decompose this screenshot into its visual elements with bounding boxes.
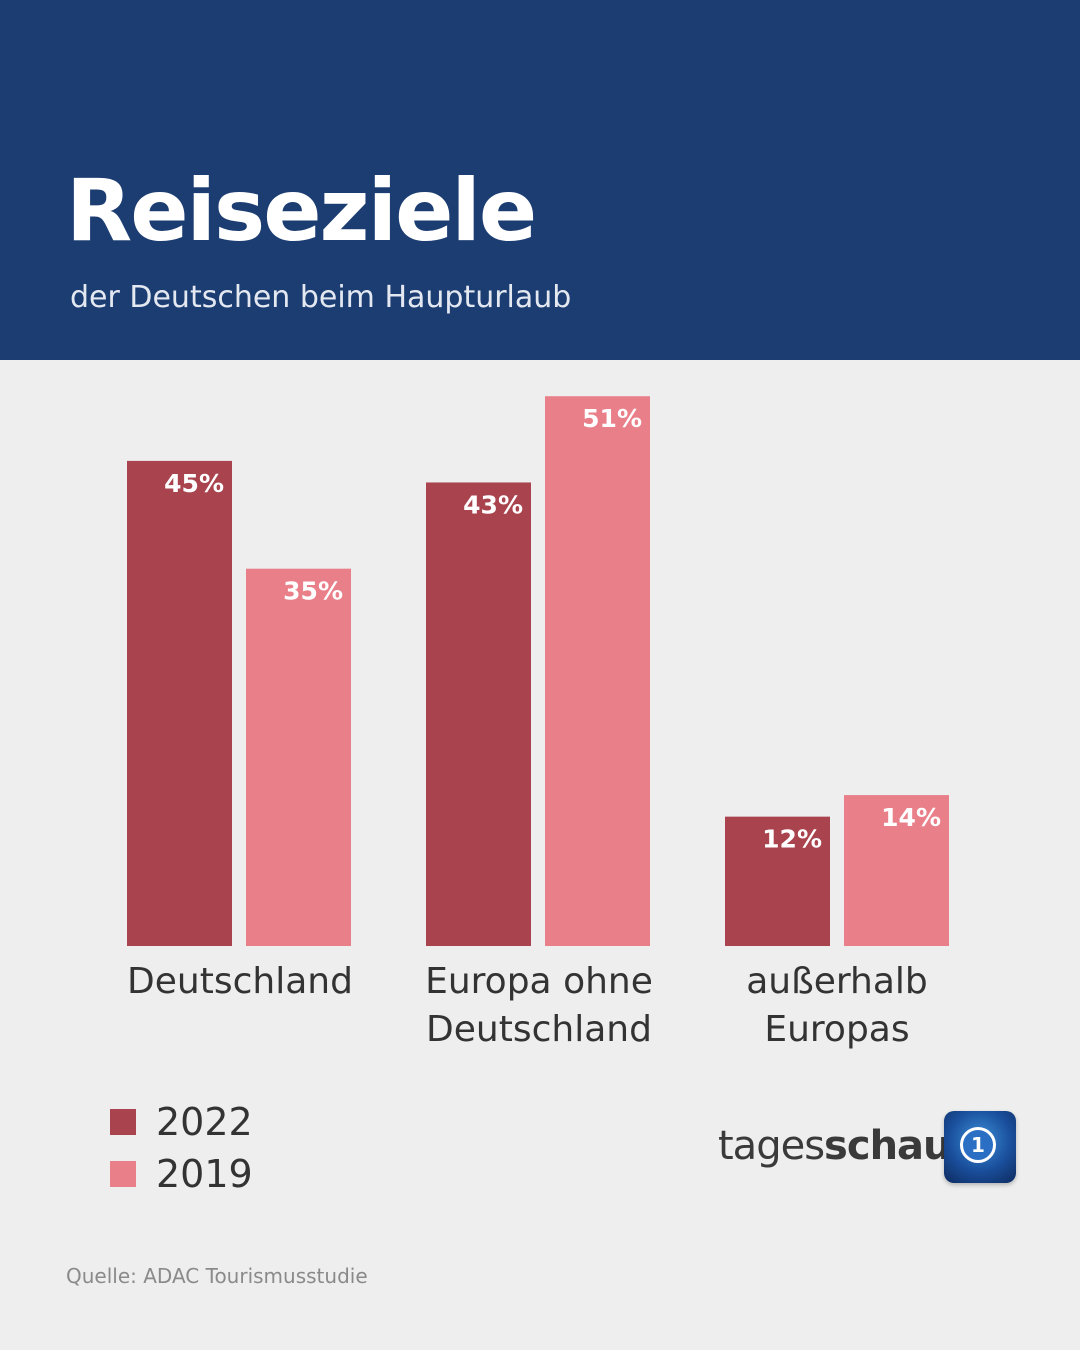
bar-2022-2: [725, 816, 830, 946]
legend-label-2019: 2019: [156, 1152, 253, 1196]
legend-item-2019: 2019: [110, 1148, 253, 1200]
data-label-2019-2: 14%: [881, 803, 941, 832]
legend-label-2022: 2022: [156, 1100, 253, 1144]
bar-2019-1: [545, 396, 650, 947]
category-label-ausserhalb-europas: außerhalb Europas: [746, 961, 928, 1050]
tagesschau-wordmark: tagesschau: [718, 1123, 952, 1169]
data-label-2019-0: 35%: [283, 577, 343, 606]
page-subtitle: der Deutschen beim Haupturlaub: [70, 280, 572, 315]
source-note: Quelle: ADAC Tourismusstudie: [66, 1264, 368, 1288]
bar-chart: 45% 35% 43% 51% 12% 14%: [127, 396, 949, 947]
legend: 2022 2019: [110, 1096, 253, 1200]
category-label-europa-ohne-deutschland: Europa ohne Deutschland: [425, 961, 653, 1050]
bar-2019-0: [246, 568, 351, 946]
data-label-2022-0: 45%: [164, 469, 224, 498]
tagesschau-logo-icon: 1: [944, 1111, 1016, 1183]
bar-2022-0: [127, 460, 232, 946]
data-label-2019-1: 51%: [582, 404, 642, 433]
category-label-deutschland: Deutschland: [127, 961, 353, 1002]
legend-swatch-2019: [110, 1161, 136, 1187]
page-title: Reiseziele: [66, 161, 537, 261]
bar-2019-2: [844, 795, 949, 946]
legend-item-2022: 2022: [110, 1096, 253, 1148]
header-banner: Reiseziele der Deutschen beim Haupturlau…: [0, 0, 1080, 360]
data-label-2022-2: 12%: [762, 825, 822, 854]
legend-swatch-2022: [110, 1109, 136, 1135]
bar-2022-1: [426, 482, 531, 946]
data-label-2022-1: 43%: [463, 490, 523, 519]
ard-one-icon: 1: [960, 1127, 996, 1163]
